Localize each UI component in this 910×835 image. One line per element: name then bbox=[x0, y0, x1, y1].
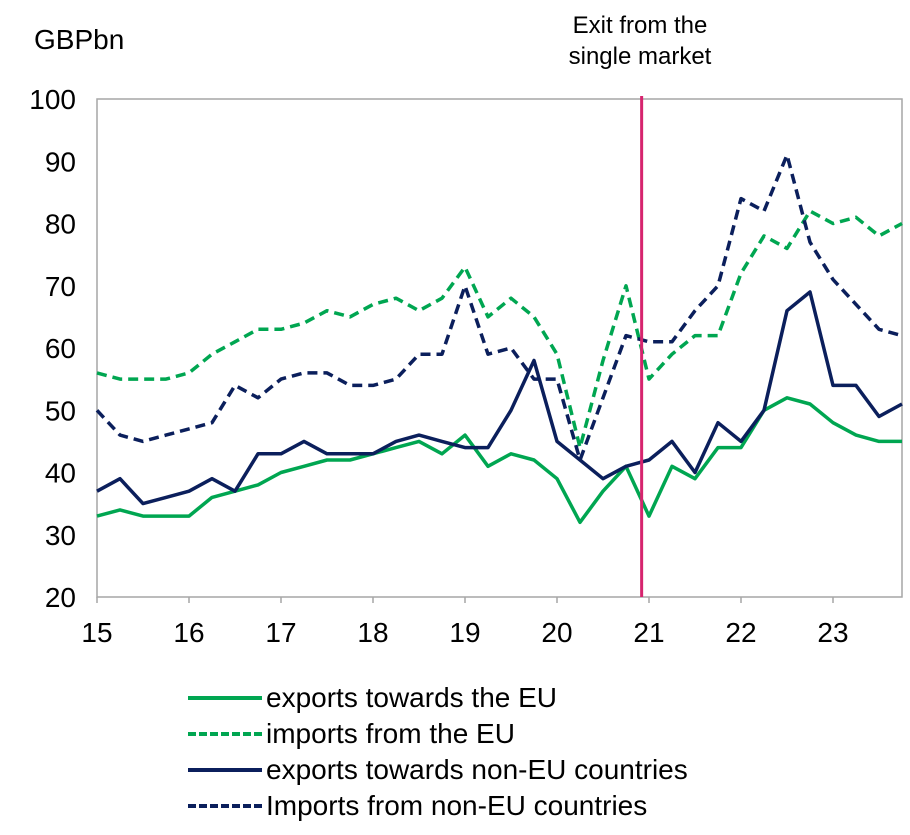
legend-swatch bbox=[188, 768, 262, 772]
x-tick-label: 22 bbox=[725, 617, 756, 648]
exit-annotation-label: Exit from the single market bbox=[525, 10, 755, 72]
legend-swatch bbox=[188, 696, 262, 700]
legend-item-3: exports towards non-EU countries bbox=[188, 752, 888, 788]
y-tick-label: 40 bbox=[45, 458, 76, 489]
x-tick-label: 20 bbox=[541, 617, 572, 648]
legend-swatch bbox=[188, 804, 262, 808]
series-line-1 bbox=[96, 396, 902, 525]
legend-item-2: imports from the EU bbox=[188, 716, 888, 752]
x-tick-label: 18 bbox=[357, 617, 388, 648]
legend-item-1: exports towards the EU bbox=[188, 680, 888, 716]
series-line-4 bbox=[95, 153, 903, 462]
y-tick-label: 70 bbox=[45, 271, 76, 302]
x-tick-label: 16 bbox=[173, 617, 204, 648]
series-line-3 bbox=[96, 290, 903, 506]
plot-frame bbox=[96, 98, 903, 598]
legend-item-4: Imports from non-EU countries bbox=[188, 788, 888, 824]
legend-label: exports towards non-EU countries bbox=[266, 754, 688, 785]
y-tick-label: 80 bbox=[45, 209, 76, 240]
series-line-2 bbox=[96, 209, 903, 450]
legend-swatch bbox=[188, 732, 262, 736]
y-tick-label: 90 bbox=[45, 146, 76, 177]
x-tick-label: 15 bbox=[81, 617, 112, 648]
x-tick-label: 19 bbox=[449, 617, 480, 648]
y-axis-label: GBPbn bbox=[34, 24, 125, 55]
y-tick-label: 50 bbox=[45, 395, 76, 426]
legend-label: exports towards the EU bbox=[266, 682, 558, 713]
legend: exports towards the EU imports from the E… bbox=[188, 680, 888, 824]
y-tick-label: 60 bbox=[45, 333, 76, 364]
annotation-line-2: single market bbox=[568, 43, 712, 70]
x-tick-label: 17 bbox=[265, 617, 296, 648]
annotation-line-1: Exit from the bbox=[572, 12, 708, 39]
x-tick-label: 21 bbox=[633, 617, 664, 648]
legend-label: imports from the EU bbox=[266, 718, 515, 749]
y-tick-label: 20 bbox=[45, 582, 76, 613]
y-tick-label: 30 bbox=[45, 520, 76, 551]
y-tick-label: 100 bbox=[29, 84, 76, 115]
x-tick-label: 23 bbox=[817, 617, 848, 648]
legend-label: Imports from non-EU countries bbox=[266, 790, 648, 821]
